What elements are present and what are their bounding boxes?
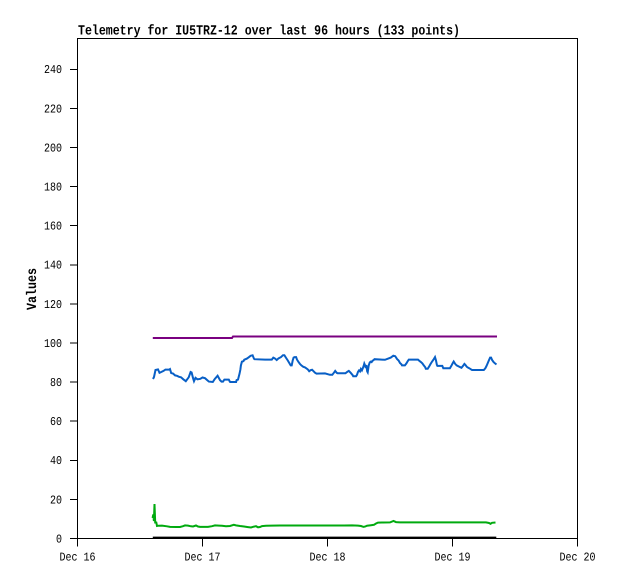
svg-text:20: 20	[50, 493, 62, 507]
svg-text:Dec 18: Dec 18	[310, 550, 346, 564]
svg-text:160: 160	[44, 220, 62, 234]
svg-text:180: 180	[44, 181, 62, 195]
svg-text:Dec 17: Dec 17	[185, 550, 221, 564]
svg-text:240: 240	[44, 63, 62, 77]
svg-text:Values: Values	[25, 268, 41, 310]
svg-text:0: 0	[56, 532, 62, 546]
svg-text:Dec 20: Dec 20	[560, 550, 596, 564]
svg-text:40: 40	[50, 454, 62, 468]
svg-text:100: 100	[44, 337, 62, 351]
svg-text:120: 120	[44, 298, 62, 312]
svg-text:220: 220	[44, 102, 62, 116]
svg-text:60: 60	[50, 415, 62, 429]
svg-text:140: 140	[44, 259, 62, 273]
svg-text:Telemetry for IU5TRZ-12 over l: Telemetry for IU5TRZ-12 over last 96 hou…	[78, 24, 460, 40]
svg-text:200: 200	[44, 141, 62, 155]
svg-text:80: 80	[50, 376, 62, 390]
svg-text:Dec 19: Dec 19	[435, 550, 471, 564]
svg-text:Dec 16: Dec 16	[60, 550, 96, 564]
